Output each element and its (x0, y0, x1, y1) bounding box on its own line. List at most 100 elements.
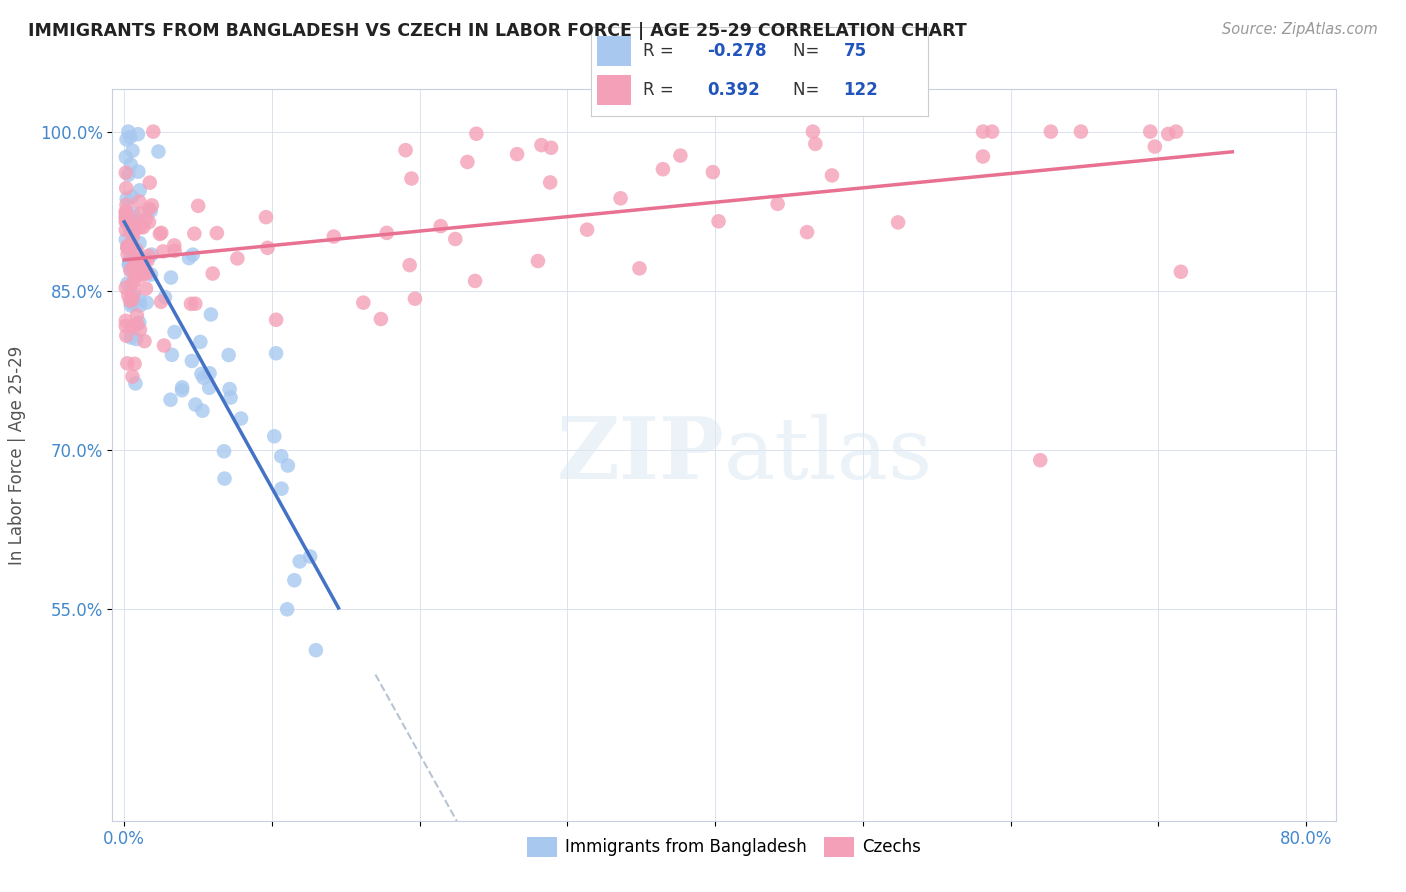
Point (219, 391, 242, 405)
Point (184, 398, 207, 412)
Point (114, 150, 136, 164)
Point (132, 220, 155, 235)
Point (117, 239, 139, 253)
Point (1164, 125, 1187, 139)
Point (170, 384, 193, 398)
Point (456, 155, 478, 169)
Point (148, 145, 170, 159)
Point (264, 346, 287, 360)
Point (121, 293, 143, 307)
Point (121, 319, 143, 334)
Point (120, 221, 142, 235)
Point (125, 252, 148, 267)
Text: 122: 122 (844, 81, 879, 99)
Point (981, 125, 1004, 139)
Point (193, 370, 215, 384)
Text: 0.392: 0.392 (707, 81, 759, 99)
Point (163, 244, 186, 258)
Point (180, 354, 202, 368)
Point (125, 213, 148, 227)
Point (120, 263, 142, 277)
Point (120, 158, 142, 172)
Point (120, 239, 142, 253)
Point (398, 258, 420, 272)
Point (135, 295, 157, 310)
Point (122, 289, 145, 303)
Point (121, 189, 143, 203)
Point (120, 236, 142, 251)
Point (150, 294, 173, 309)
Point (114, 233, 136, 247)
Point (1139, 125, 1161, 139)
Point (125, 309, 148, 323)
FancyBboxPatch shape (598, 75, 631, 105)
Point (117, 356, 139, 370)
Point (115, 181, 138, 195)
Point (118, 222, 141, 236)
Point (198, 381, 221, 395)
Point (118, 258, 141, 272)
Point (134, 266, 156, 280)
Point (149, 227, 172, 241)
Point (128, 316, 150, 330)
Point (125, 256, 148, 270)
Point (128, 235, 150, 250)
Point (188, 334, 211, 349)
Point (172, 380, 194, 394)
Point (160, 348, 183, 362)
Point (114, 204, 136, 219)
Point (139, 176, 162, 190)
Point (187, 199, 209, 213)
Point (464, 274, 486, 288)
Point (200, 308, 222, 322)
Point (121, 277, 143, 291)
Point (129, 206, 152, 220)
Point (115, 328, 138, 343)
Point (153, 290, 176, 304)
Point (115, 192, 138, 206)
Point (129, 298, 152, 312)
Point (115, 215, 138, 229)
Point (270, 449, 292, 463)
Text: N=: N= (793, 81, 824, 99)
Point (138, 202, 160, 216)
Point (135, 212, 157, 227)
Point (218, 348, 240, 362)
Point (129, 323, 152, 337)
Point (283, 573, 305, 587)
Point (1157, 127, 1180, 141)
Point (299, 549, 322, 564)
Legend: Immigrants from Bangladesh, Czechs: Immigrants from Bangladesh, Czechs (520, 830, 928, 863)
Point (122, 274, 145, 288)
Point (135, 281, 157, 295)
Point (127, 164, 149, 178)
Point (124, 222, 146, 236)
Text: atlas: atlas (724, 413, 934, 497)
Point (972, 125, 994, 139)
Point (576, 222, 599, 236)
Point (506, 147, 529, 161)
Point (163, 238, 186, 252)
Point (127, 268, 149, 283)
Point (465, 127, 488, 141)
Point (801, 125, 824, 139)
Point (117, 288, 139, 302)
Point (160, 270, 183, 285)
Point (118, 256, 141, 270)
Point (139, 203, 162, 218)
Text: -0.278: -0.278 (707, 42, 766, 60)
Point (352, 295, 374, 310)
Point (1070, 125, 1092, 139)
Point (444, 232, 467, 246)
Point (628, 261, 651, 276)
Point (651, 162, 673, 177)
Point (128, 293, 150, 308)
Point (264, 313, 287, 327)
Point (766, 197, 789, 211)
Point (136, 253, 159, 268)
Point (1143, 139, 1166, 153)
Point (117, 125, 139, 139)
Point (214, 472, 236, 486)
Point (270, 482, 292, 496)
Point (153, 338, 176, 352)
